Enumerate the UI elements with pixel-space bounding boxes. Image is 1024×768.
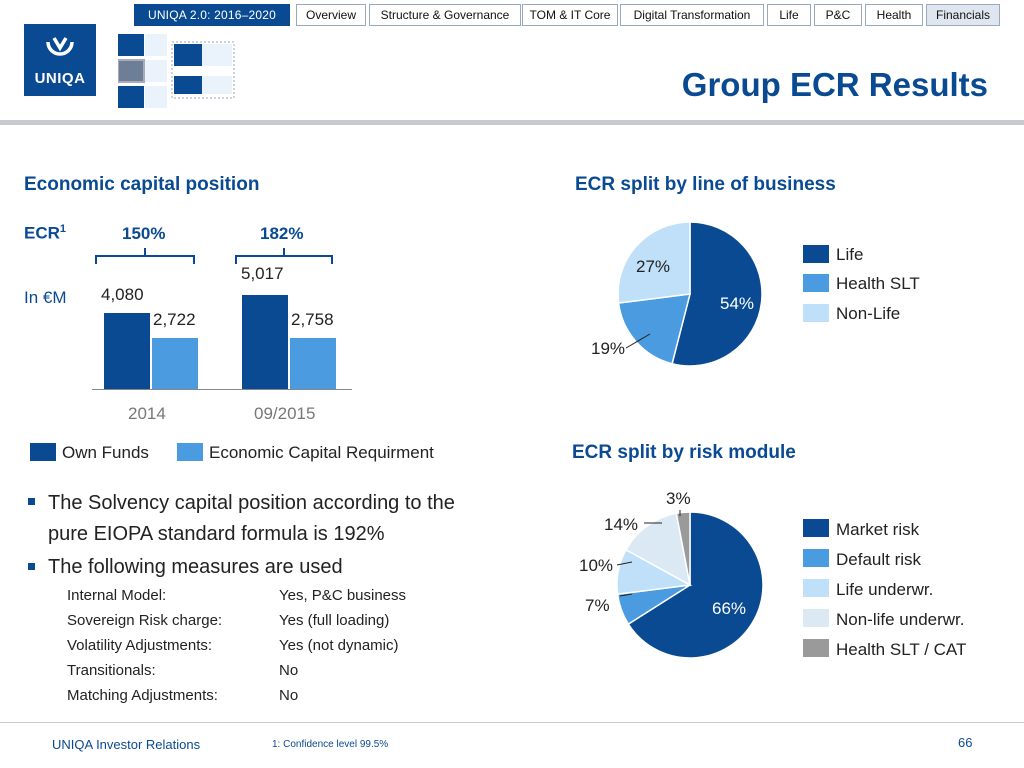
legend-swatch-life-underwr bbox=[803, 579, 829, 597]
legend-swatch-life bbox=[803, 245, 829, 263]
measure-label: Internal Model: bbox=[67, 587, 167, 604]
ecr-footnote-mark: 1 bbox=[59, 223, 67, 235]
tab-overview[interactable]: Overview bbox=[296, 4, 366, 26]
footer-divider bbox=[0, 722, 1024, 723]
unit-label: In €M bbox=[24, 288, 67, 307]
strategy-map-thumbnail bbox=[118, 34, 235, 108]
legend-swatch-non-life-underwr bbox=[803, 609, 829, 627]
bullet-solvency: The Solvency capital position according … bbox=[48, 492, 455, 545]
category-2015: 09/2015 bbox=[254, 404, 316, 423]
measure-label: Transitionals: bbox=[67, 662, 156, 679]
risk-pct-non-life: 14% bbox=[604, 515, 639, 534]
bar-ecr-2014 bbox=[152, 338, 198, 389]
ecr-ratio-2014: 150% bbox=[122, 224, 166, 243]
legend-ecr: Economic Capital Requirment bbox=[209, 443, 434, 462]
tab-financials[interactable]: Financials bbox=[926, 4, 1000, 26]
legend-health-cat: Health SLT / CAT bbox=[836, 640, 967, 659]
legend-swatch-health-slt bbox=[803, 274, 829, 292]
bar-own-funds-09-2015 bbox=[242, 295, 288, 389]
legend-non-life-underwr: Non-life underwr. bbox=[836, 610, 965, 629]
legend-swatch-ecr bbox=[177, 443, 203, 461]
footer-investor-relations[interactable]: UNIQA Investor Relations bbox=[52, 737, 201, 752]
tab-structure-governance[interactable]: Structure & Governance bbox=[369, 4, 521, 26]
lob-pct-non-life: 27% bbox=[636, 257, 671, 276]
bar-own-funds-2014 bbox=[104, 312, 150, 389]
tab-digital-transformation[interactable]: Digital Transformation bbox=[620, 4, 764, 26]
ecr-label-text: ECR bbox=[24, 223, 60, 243]
logo-text: UNIQA bbox=[34, 70, 86, 87]
lob-pie-chart bbox=[617, 221, 763, 367]
category-2014: 2014 bbox=[128, 404, 166, 423]
risk-pct-health-slt-cat: 3% bbox=[666, 489, 691, 508]
capital-bar-chart bbox=[92, 280, 352, 390]
tab-health[interactable]: Health bbox=[865, 4, 923, 26]
bullet-marker bbox=[28, 498, 35, 505]
bar-label-ecr-2014: 2,722 bbox=[153, 310, 196, 329]
bullet-marker bbox=[28, 563, 35, 570]
page-number: 66 bbox=[958, 735, 973, 750]
lob-pct-health-slt: 19% bbox=[591, 339, 626, 358]
legend-non-life: Non-Life bbox=[836, 304, 901, 323]
risk-slice-health-slt-cat bbox=[675, 511, 691, 586]
header-divider bbox=[0, 120, 1024, 125]
bracket-2014 bbox=[95, 248, 195, 264]
legend-swatch-non-life bbox=[803, 304, 829, 322]
measure-label: Sovereign Risk charge: bbox=[67, 612, 223, 629]
economic-capital-heading: Economic capital position bbox=[24, 174, 260, 195]
measure-value: No bbox=[279, 687, 299, 704]
lob-split-heading: ECR split by line of business bbox=[575, 174, 836, 195]
risk-pct-market: 66% bbox=[712, 599, 747, 618]
risk-pie-chart bbox=[616, 511, 764, 659]
uniqa-logo: UNIQA bbox=[24, 24, 96, 96]
risk-slice-non-life-underwr bbox=[625, 512, 692, 587]
page-title: Group ECR Results bbox=[681, 66, 988, 103]
chart-baseline bbox=[92, 389, 352, 390]
measure-value: Yes, P&C business bbox=[279, 587, 407, 604]
lob-slice-non-life bbox=[617, 221, 691, 304]
measure-value: Yes (not dynamic) bbox=[279, 637, 399, 654]
risk-split-heading: ECR split by risk module bbox=[572, 442, 796, 463]
bar-label-ecr-2015: 2,758 bbox=[291, 310, 334, 329]
measure-label: Volatility Adjustments: bbox=[67, 637, 213, 654]
legend-market-risk: Market risk bbox=[836, 520, 920, 539]
bar-label-own-funds-2015: 5,017 bbox=[241, 264, 284, 283]
risk-leader-lines bbox=[616, 510, 681, 597]
measure-label: Matching Adjustments: bbox=[67, 687, 218, 704]
lob-slice-life bbox=[671, 221, 763, 367]
ratio-brackets bbox=[95, 248, 333, 264]
logo-mark-icon bbox=[46, 37, 74, 56]
bar-ecr-09-2015 bbox=[290, 337, 336, 389]
tab-pc[interactable]: P&C bbox=[814, 4, 862, 26]
bullet-measures: The following measures are used bbox=[48, 556, 343, 578]
ecr-ratio-2015: 182% bbox=[260, 224, 304, 243]
risk-slice-market-risk bbox=[627, 511, 764, 659]
legend-default-risk: Default risk bbox=[836, 550, 922, 569]
bracket-2015 bbox=[235, 248, 333, 264]
nav-brand[interactable]: UNIQA 2.0: 2016–2020 bbox=[134, 4, 290, 26]
tab-tom-it-core[interactable]: TOM & IT Core bbox=[522, 4, 618, 26]
legend-life: Life bbox=[836, 245, 864, 264]
risk-pct-default: 7% bbox=[585, 596, 610, 615]
footer-footnote: 1: Confidence level 99.5% bbox=[272, 739, 389, 750]
tab-life[interactable]: Life bbox=[767, 4, 811, 26]
legend-health-slt: Health SLT bbox=[836, 274, 920, 293]
legend-swatch-own-funds bbox=[30, 443, 56, 461]
lob-pct-life: 54% bbox=[720, 294, 755, 313]
lob-leader-line bbox=[625, 333, 651, 349]
bar-label-own-funds-2014: 4,080 bbox=[101, 285, 144, 304]
ecr-label: ECR1 bbox=[24, 223, 66, 244]
legend-own-funds: Own Funds bbox=[62, 443, 149, 462]
risk-pct-life: 10% bbox=[579, 556, 614, 575]
legend-swatch-market-risk bbox=[803, 519, 829, 537]
measure-value: Yes (full loading) bbox=[279, 612, 390, 629]
legend-life-underwr: Life underwr. bbox=[836, 580, 934, 599]
measure-value: No bbox=[279, 662, 299, 679]
legend-swatch-default-risk bbox=[803, 549, 829, 567]
legend-swatch-health-cat bbox=[803, 639, 829, 657]
